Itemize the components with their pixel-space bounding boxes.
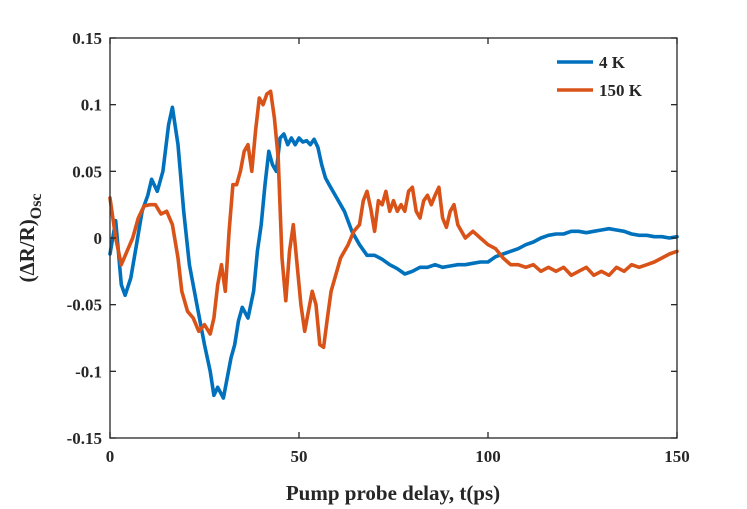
legend-label: 150 K — [599, 81, 643, 100]
y-axis-title: (ΔR/R)Osc — [15, 193, 45, 282]
x-tick-label: 0 — [106, 447, 115, 466]
plot-series-group — [108, 89, 679, 400]
legend-label: 4 K — [599, 53, 626, 72]
x-axis-title: Pump probe delay, t(ps) — [286, 481, 500, 505]
x-tick-label: 50 — [291, 447, 308, 466]
y-tick-label: -0.15 — [67, 429, 102, 448]
y-tick-label: 0.15 — [72, 29, 102, 48]
y-axis-title-main: (ΔR/R) — [15, 219, 39, 282]
series-line-4-k — [108, 105, 679, 400]
y-axis: -0.15 -0.1 -0.05 0 0.05 0.1 0.15 — [67, 29, 677, 448]
x-axis: 0 50 100 150 — [106, 38, 690, 466]
series-line-150-k — [108, 89, 679, 350]
plot-frame — [109, 37, 678, 439]
y-axis-title-subscript: Osc — [28, 193, 45, 219]
y-tick-label: 0 — [94, 229, 103, 248]
x-tick-label: 100 — [475, 447, 501, 466]
y-tick-label: 0.1 — [81, 96, 102, 115]
y-tick-label: -0.1 — [75, 362, 102, 381]
x-tick-label: 150 — [664, 447, 690, 466]
y-tick-label: -0.05 — [67, 296, 102, 315]
y-tick-label: 0.05 — [72, 162, 102, 181]
legend: 4 K 150 K — [557, 53, 643, 100]
